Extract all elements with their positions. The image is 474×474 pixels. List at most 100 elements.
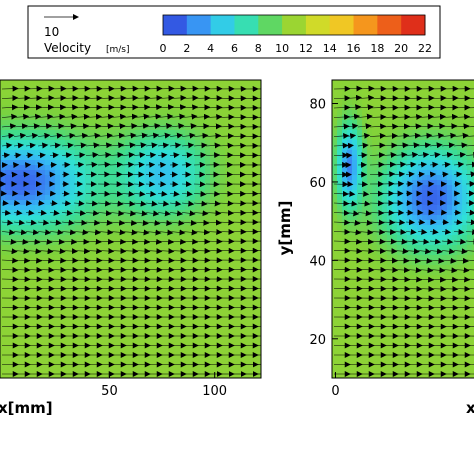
velocity-vector — [181, 210, 196, 217]
field-cell — [200, 235, 206, 241]
field-cell — [85, 155, 91, 161]
field-cell — [80, 190, 86, 196]
field-cell — [432, 200, 438, 206]
field-cell — [160, 310, 166, 316]
field-cell — [422, 100, 428, 106]
field-cell — [65, 100, 71, 106]
velocity-vector — [25, 95, 43, 102]
field-cell — [45, 255, 51, 261]
colorbar-tick-label: 6 — [231, 42, 238, 55]
field-cell — [90, 155, 96, 161]
field-cell — [235, 265, 241, 271]
field-cell — [0, 340, 6, 346]
field-cell — [30, 95, 36, 101]
field-cell — [95, 330, 101, 336]
field-cell — [135, 125, 141, 131]
field-cell — [105, 120, 111, 126]
field-cell — [467, 95, 473, 101]
field-cell — [467, 155, 473, 161]
field-cell — [422, 190, 428, 196]
field-cell — [160, 355, 166, 361]
field-cell — [25, 280, 31, 286]
field-cell — [40, 320, 46, 326]
field-cell — [255, 175, 261, 181]
velocity-vector — [73, 219, 88, 226]
field-cell — [90, 110, 96, 116]
field-cell — [135, 350, 141, 356]
field-cell — [255, 230, 261, 236]
field-cell — [447, 180, 453, 186]
field-cell — [60, 365, 66, 371]
field-cell — [65, 315, 71, 321]
field-cell — [80, 285, 86, 291]
velocity-vector — [49, 142, 61, 149]
velocity-vector — [133, 190, 146, 197]
velocity-vector — [73, 123, 90, 130]
field-cell — [255, 285, 261, 291]
field-cell — [357, 110, 363, 116]
velocity-vector — [145, 113, 162, 120]
field-cell — [125, 210, 131, 216]
field-cell — [447, 100, 453, 106]
field-cell — [427, 170, 433, 176]
field-cell — [120, 220, 126, 226]
field-cell — [437, 145, 443, 151]
field-cell — [70, 180, 76, 186]
field-cell — [0, 290, 6, 296]
field-cell — [30, 210, 36, 216]
field-cell — [150, 350, 156, 356]
field-cell — [452, 170, 458, 176]
field-cell — [210, 100, 216, 106]
velocity-vector — [25, 152, 34, 159]
velocity-vector — [13, 248, 30, 255]
field-cell — [215, 200, 221, 206]
field-cell — [20, 265, 26, 271]
field-cell — [100, 85, 106, 91]
field-cell — [195, 245, 201, 251]
field-cell — [462, 225, 468, 231]
field-cell — [30, 120, 36, 126]
field-cell — [25, 165, 31, 171]
velocity-vector — [85, 238, 102, 245]
field-cell — [225, 255, 231, 261]
field-cell — [190, 260, 196, 266]
field-cell — [175, 340, 181, 346]
field-cell — [130, 335, 136, 341]
field-cell — [215, 325, 221, 331]
field-cell — [140, 335, 146, 341]
velocity-vector — [169, 152, 180, 159]
field-cell — [422, 130, 428, 136]
colorbar-segment — [377, 15, 402, 35]
field-cell — [195, 145, 201, 151]
field-cell — [140, 145, 146, 151]
field-cell — [155, 215, 161, 221]
field-cell — [337, 80, 343, 86]
field-cell — [155, 175, 161, 181]
field-cell — [45, 215, 51, 221]
field-cell — [115, 85, 121, 91]
field-cell — [210, 190, 216, 196]
field-cell — [105, 290, 111, 296]
field-cell — [100, 185, 106, 191]
field-cell — [90, 255, 96, 261]
field-cell — [185, 210, 191, 216]
field-cell — [367, 150, 373, 156]
field-cell — [235, 255, 241, 261]
field-cell — [40, 325, 46, 331]
field-cell — [180, 150, 186, 156]
field-cell — [35, 145, 41, 151]
field-cell — [175, 315, 181, 321]
field-cell — [50, 330, 56, 336]
field-cell — [150, 335, 156, 341]
field-cell — [110, 170, 116, 176]
field-cell — [422, 140, 428, 146]
field-cell — [332, 95, 338, 101]
field-cell — [145, 150, 151, 156]
field-cell — [250, 290, 256, 296]
field-cell — [80, 125, 86, 131]
velocity-vector — [157, 190, 168, 197]
field-cell — [352, 140, 358, 146]
field-cell — [447, 205, 453, 211]
field-cell — [140, 80, 146, 86]
field-cell — [432, 165, 438, 171]
